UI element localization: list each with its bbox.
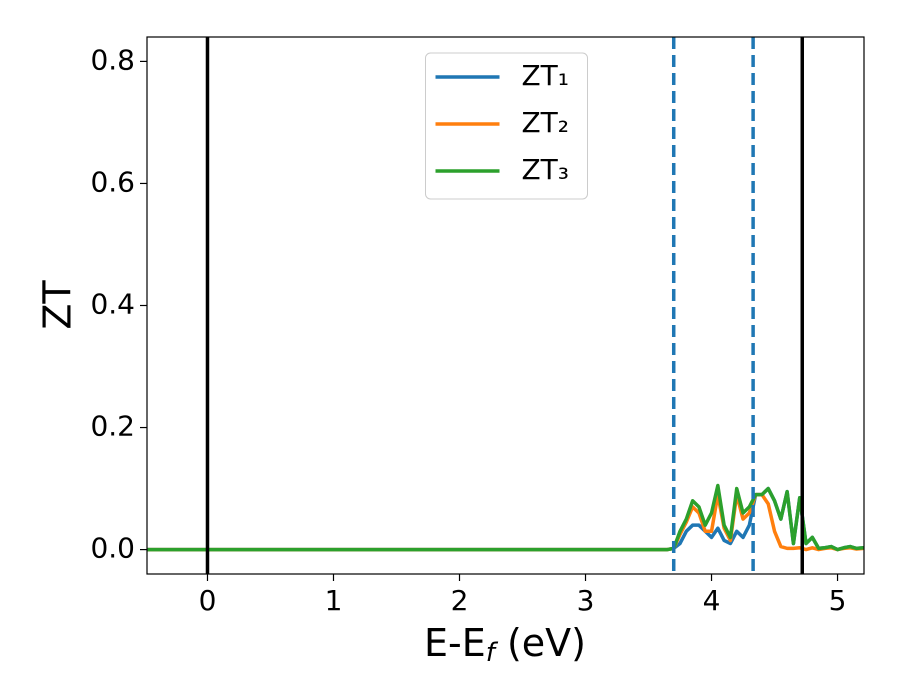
x-tick-label: 4 [703, 584, 721, 617]
legend-box [425, 52, 588, 200]
y-axis-label: ZT [36, 280, 80, 330]
y-tick-label: 0.2 [90, 410, 135, 443]
y-tick-label: 0.6 [90, 165, 135, 198]
plot-frame [146, 36, 865, 575]
y-tick-label: 0.8 [90, 43, 135, 76]
y-tick-label: 0.4 [90, 288, 135, 321]
x-axis-label: E-Ef (eV) [424, 621, 586, 668]
x-tick-label: 3 [577, 584, 595, 617]
series-line [147, 486, 864, 552]
legend-label: ZT₂ [522, 106, 570, 139]
legend-label: ZT₁ [522, 59, 570, 92]
x-tick-label: 0 [199, 584, 217, 617]
series-line [147, 483, 864, 552]
x-tick-label: 1 [325, 584, 343, 617]
legend-label: ZT₃ [522, 153, 570, 186]
plot-area [147, 37, 864, 574]
y-tick-label: 0.0 [90, 532, 135, 565]
x-tick-label: 5 [829, 584, 847, 617]
x-tick-label: 2 [451, 584, 469, 617]
series-line [147, 492, 864, 552]
